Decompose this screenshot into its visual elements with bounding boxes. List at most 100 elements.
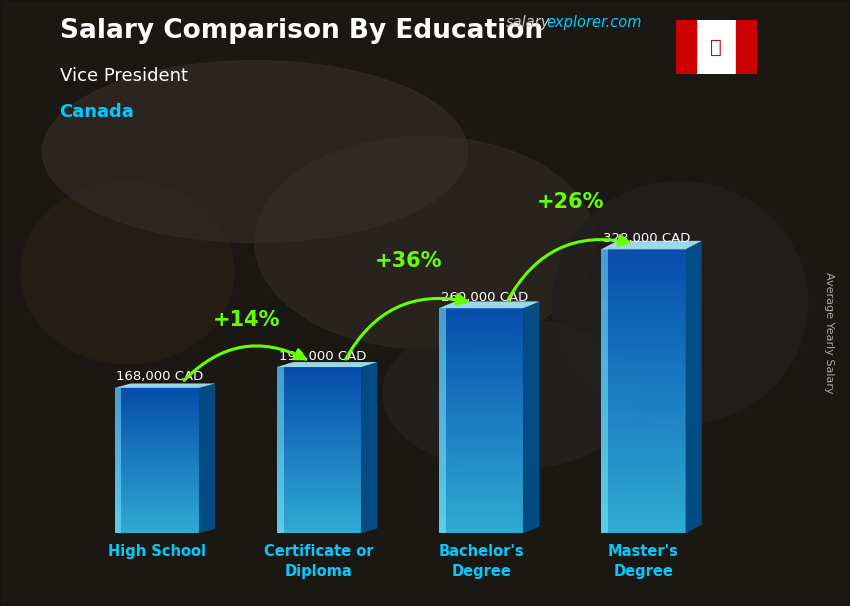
Bar xyxy=(277,467,361,471)
Bar xyxy=(277,417,361,421)
Bar xyxy=(601,363,686,370)
Polygon shape xyxy=(524,301,540,533)
Bar xyxy=(439,398,524,404)
Bar xyxy=(601,391,686,398)
Bar xyxy=(439,432,524,438)
Bar xyxy=(115,501,199,504)
Bar xyxy=(439,516,524,522)
Bar xyxy=(439,511,524,516)
Bar xyxy=(277,413,361,417)
Bar xyxy=(115,450,199,453)
Text: salary: salary xyxy=(506,15,550,30)
Bar xyxy=(277,450,361,454)
Bar xyxy=(115,402,199,406)
Text: explorer.com: explorer.com xyxy=(547,15,642,30)
Bar xyxy=(115,424,199,428)
Bar xyxy=(439,359,524,364)
Bar xyxy=(277,525,361,529)
Bar xyxy=(115,461,199,464)
Bar xyxy=(601,285,686,292)
Polygon shape xyxy=(115,384,215,388)
Bar xyxy=(439,499,524,505)
Bar xyxy=(115,442,199,446)
Bar xyxy=(277,375,361,379)
Bar xyxy=(115,388,199,391)
Bar xyxy=(115,446,199,450)
Bar xyxy=(115,428,199,431)
Bar xyxy=(277,367,361,371)
Text: +36%: +36% xyxy=(375,251,442,271)
Bar xyxy=(115,468,199,471)
Bar xyxy=(115,388,122,533)
Bar xyxy=(277,504,361,508)
Bar xyxy=(115,504,199,508)
Bar xyxy=(601,462,686,470)
Bar xyxy=(601,476,686,484)
Bar xyxy=(115,482,199,486)
Bar xyxy=(439,460,524,466)
Bar xyxy=(439,336,524,342)
Bar xyxy=(601,299,686,306)
Bar xyxy=(601,526,686,533)
Bar xyxy=(277,500,361,504)
Bar xyxy=(115,399,199,402)
Bar xyxy=(277,433,361,438)
Bar xyxy=(601,256,686,264)
Bar xyxy=(601,441,686,448)
Bar xyxy=(115,530,199,533)
Bar xyxy=(277,462,361,467)
Text: 168,000 CAD: 168,000 CAD xyxy=(116,370,204,384)
Bar xyxy=(736,20,756,74)
Bar xyxy=(277,425,361,430)
Ellipse shape xyxy=(382,318,638,470)
Bar xyxy=(115,486,199,490)
Bar xyxy=(601,321,686,327)
Bar xyxy=(115,508,199,511)
Bar xyxy=(601,348,686,356)
Bar xyxy=(115,391,199,395)
Bar xyxy=(439,427,524,432)
Ellipse shape xyxy=(21,182,234,364)
Bar xyxy=(439,522,524,528)
Bar xyxy=(439,528,524,533)
Bar xyxy=(439,364,524,370)
Bar xyxy=(277,521,361,525)
Text: Average Yearly Salary: Average Yearly Salary xyxy=(824,273,834,394)
Bar xyxy=(439,477,524,482)
Bar xyxy=(277,459,361,462)
Bar xyxy=(277,491,361,496)
Bar xyxy=(277,454,361,459)
Bar xyxy=(277,484,361,488)
Bar xyxy=(277,442,361,446)
Bar xyxy=(439,494,524,499)
Bar xyxy=(601,413,686,420)
Bar xyxy=(277,475,361,479)
Bar xyxy=(115,410,199,413)
Bar xyxy=(439,449,524,454)
Text: Vice President: Vice President xyxy=(60,67,188,85)
Polygon shape xyxy=(277,362,377,367)
Bar xyxy=(439,314,524,319)
Text: +14%: +14% xyxy=(212,310,280,330)
Bar xyxy=(439,421,524,427)
Bar xyxy=(277,379,361,384)
Bar xyxy=(115,497,199,501)
Bar xyxy=(439,410,524,415)
Ellipse shape xyxy=(42,61,468,242)
Bar xyxy=(115,493,199,497)
Polygon shape xyxy=(601,241,702,249)
Bar xyxy=(439,319,524,325)
Bar xyxy=(277,388,361,392)
Bar xyxy=(277,392,361,396)
Bar xyxy=(115,417,199,421)
Bar xyxy=(439,505,524,511)
Bar xyxy=(601,370,686,377)
Bar xyxy=(601,292,686,299)
Bar xyxy=(601,356,686,363)
Bar xyxy=(601,278,686,285)
Bar xyxy=(439,376,524,381)
Bar xyxy=(439,342,524,348)
Bar xyxy=(115,435,199,439)
Bar xyxy=(277,371,361,375)
Bar xyxy=(439,308,445,533)
